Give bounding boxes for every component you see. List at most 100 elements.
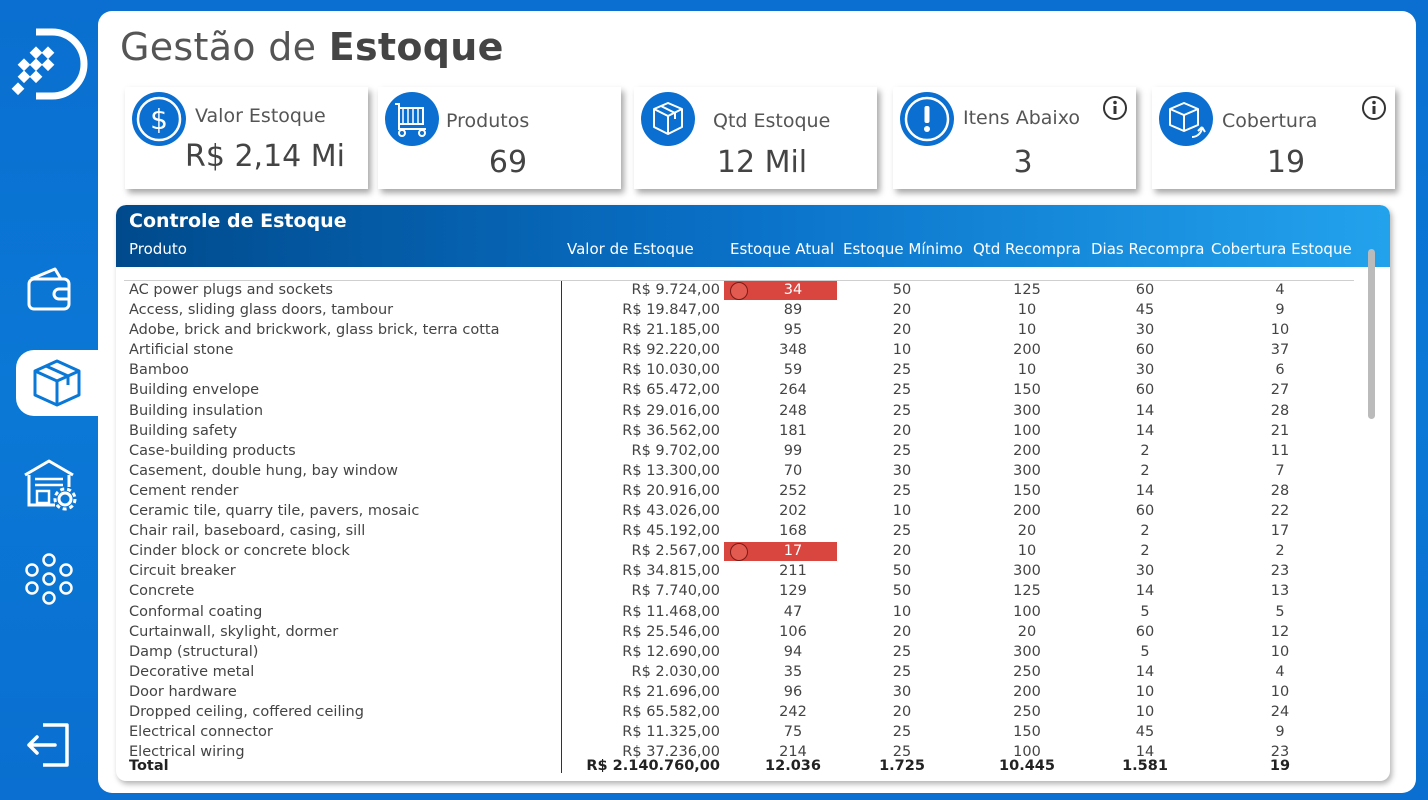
main-panel: Gestão de Estoque $ Valor Estoque R$ 2,1…	[98, 11, 1416, 793]
cell-cobertura: 28	[1270, 402, 1290, 419]
table-row[interactable]: Chair rail, baseboard, casing, sill R$ 45…	[116, 522, 1390, 542]
cell-produto: Adobe, brick and brickwork, glass brick,…	[129, 322, 500, 339]
table-row[interactable]: Dropped ceiling, coffered ceiling R$ 65.5…	[116, 703, 1390, 723]
cell-cobertura: 9	[1275, 724, 1285, 741]
cell-valor: R$ 19.847,00	[622, 302, 720, 319]
table-row[interactable]: Building safety R$ 36.562,00 181 20 100 14 21	[116, 422, 1390, 442]
cell-valor: R$ 92.220,00	[622, 342, 720, 359]
cell-qtd-recompra: 250	[1013, 703, 1041, 720]
cell-valor: R$ 21.185,00	[622, 322, 720, 339]
column-header-estoque-minimo[interactable]: Estoque Mínimo	[843, 240, 963, 258]
table-row[interactable]: Electrical wiring R$ 37.236,00 214 25 100 14 2…	[116, 743, 1390, 763]
nav-network[interactable]	[0, 546, 98, 612]
table-row[interactable]: Conformal coating R$ 11.468,00 47 10 100 5 5	[116, 603, 1390, 623]
cell-estoque-minimo: 30	[892, 462, 912, 479]
table-row[interactable]: Decorative metal R$ 2.030,00 35 25 250 14 4	[116, 663, 1390, 683]
table-row[interactable]: Artificial stone R$ 92.220,00 348 10 200 60 37	[116, 341, 1390, 361]
cell-valor: R$ 10.030,00	[622, 362, 720, 379]
cell-valor: R$ 9.724,00	[631, 282, 720, 298]
cell-produto: Damp (structural)	[129, 643, 259, 660]
products-cart-icon	[385, 92, 439, 146]
cell-estoque-minimo: 10	[892, 503, 912, 520]
cell-estoque-atual: 242	[779, 703, 807, 720]
logo-icon	[11, 28, 88, 100]
table-row[interactable]: Ceramic tile, quarry tile, pavers, mosai…	[116, 502, 1390, 522]
table-row[interactable]: Bamboo R$ 10.030,00 59 25 10 30 6	[116, 361, 1390, 381]
svg-text:$: $	[150, 103, 168, 136]
kpi-value: 19	[1266, 145, 1306, 180]
cell-estoque-minimo: 50	[892, 583, 912, 600]
exclamation-icon	[900, 92, 954, 146]
cell-valor: R$ 7.740,00	[631, 583, 720, 600]
table-row[interactable]: Electrical connector R$ 11.325,00 75 25 150 4…	[116, 723, 1390, 743]
info-icon[interactable]	[1102, 95, 1128, 121]
cell-estoque-atual: 106	[779, 623, 807, 640]
table-row[interactable]: Door hardware R$ 21.696,00 96 30 200 10 10	[116, 683, 1390, 703]
cell-qtd-recompra: 100	[1013, 603, 1041, 620]
cell-dias-recompra: 60	[1135, 342, 1155, 359]
column-header-estoque-atual[interactable]: Estoque Atual	[730, 240, 835, 258]
table-row[interactable]: Circuit breaker R$ 34.815,00 211 50 300 30 23	[116, 562, 1390, 582]
table-row[interactable]: Curtainwall, skylight, dormer R$ 25.546,0…	[116, 623, 1390, 643]
cell-cobertura: 24	[1270, 703, 1290, 720]
cell-produto: Building insulation	[129, 402, 264, 419]
column-header-produto[interactable]: Produto	[129, 240, 187, 258]
table-row[interactable]: Concrete R$ 7.740,00 129 50 125 14 13	[116, 582, 1390, 602]
cell-estoque-minimo: 20	[892, 302, 912, 319]
cell-dias-recompra: 45	[1135, 302, 1155, 319]
cell-estoque-atual: 129	[779, 583, 807, 600]
network-dots-icon	[25, 553, 73, 605]
cell-qtd-recompra: 150	[1013, 382, 1041, 399]
cell-qtd-recompra: 10	[1017, 543, 1037, 560]
column-header-cobertura[interactable]: Cobertura Estoque	[1211, 240, 1352, 258]
table-row[interactable]: Adobe, brick and brickwork, glass brick,…	[116, 321, 1390, 341]
column-header-valor[interactable]: Valor de Estoque	[567, 240, 694, 258]
table-row[interactable]: Cement render R$ 20.916,00 252 25 150 14 28	[116, 482, 1390, 502]
cell-dias-recompra: 14	[1135, 482, 1155, 499]
table-row[interactable]: Damp (structural) R$ 12.690,00 94 25 300 5 10	[116, 643, 1390, 663]
cell-qtd-recompra: 20	[1017, 623, 1037, 640]
column-header-qtd-recompra[interactable]: Qtd Recompra	[973, 240, 1081, 258]
table-row[interactable]: Building insulation R$ 29.016,00 248 25 300 1…	[116, 402, 1390, 422]
cell-dias-recompra: 2	[1140, 462, 1150, 479]
table-header: Controle de Estoque Produto Valor de Est…	[116, 205, 1390, 267]
cell-estoque-atual: 47	[783, 603, 803, 620]
table-row[interactable]: AC power plugs and sockets R$ 9.724,00 34 5…	[116, 281, 1390, 301]
cell-cobertura: 10	[1270, 322, 1290, 339]
cell-cobertura: 13	[1270, 583, 1290, 600]
total-atual: 12.036	[765, 758, 821, 774]
cell-dias-recompra: 10	[1135, 703, 1155, 720]
cell-valor: R$ 36.562,00	[622, 422, 720, 439]
cell-valor: R$ 2.030,00	[631, 663, 720, 680]
table-row[interactable]: Access, sliding glass doors, tambour R$ 1…	[116, 301, 1390, 321]
table-row[interactable]: Case-building products R$ 9.702,00 99 25 200…	[116, 442, 1390, 462]
logout-button[interactable]	[0, 710, 98, 776]
cell-cobertura: 9	[1275, 302, 1285, 319]
cell-estoque-atual: 252	[779, 482, 807, 499]
cell-dias-recompra: 30	[1135, 563, 1155, 580]
cell-estoque-minimo: 25	[892, 724, 912, 741]
table-scrollbar[interactable]	[1368, 249, 1375, 419]
cell-qtd-recompra: 10	[1017, 322, 1037, 339]
cell-dias-recompra: 60	[1135, 503, 1155, 520]
cell-cobertura: 23	[1270, 744, 1290, 761]
nav-wallet[interactable]	[0, 256, 98, 322]
cell-dias-recompra: 14	[1135, 402, 1155, 419]
table-row[interactable]: Cinder block or concrete block R$ 2.567,0…	[116, 542, 1390, 562]
table-row[interactable]: Building envelope R$ 65.472,00 264 25 150 60 2…	[116, 381, 1390, 401]
cell-estoque-minimo: 20	[892, 322, 912, 339]
nav-warehouse[interactable]	[0, 450, 98, 516]
cell-valor: R$ 11.325,00	[622, 724, 720, 741]
total-row: Total R$ 2.140.760,00 12.036 1.725 10.44…	[116, 757, 1390, 777]
kpi-card-cobertura: Cobertura 19	[1152, 87, 1395, 189]
nav-estoque[interactable]	[16, 350, 98, 416]
alert-highlight	[724, 542, 837, 562]
cell-estoque-atual: 95	[783, 322, 803, 339]
cell-estoque-atual: 99	[783, 442, 803, 459]
cell-dias-recompra: 2	[1140, 543, 1150, 560]
cell-valor: R$ 25.546,00	[622, 623, 720, 640]
column-header-dias-recompra[interactable]: Dias Recompra	[1091, 240, 1205, 258]
table-row[interactable]: Casement, double hung, bay window R$ 13.3…	[116, 462, 1390, 482]
info-icon[interactable]	[1361, 95, 1387, 121]
cell-produto: Building envelope	[129, 382, 260, 399]
